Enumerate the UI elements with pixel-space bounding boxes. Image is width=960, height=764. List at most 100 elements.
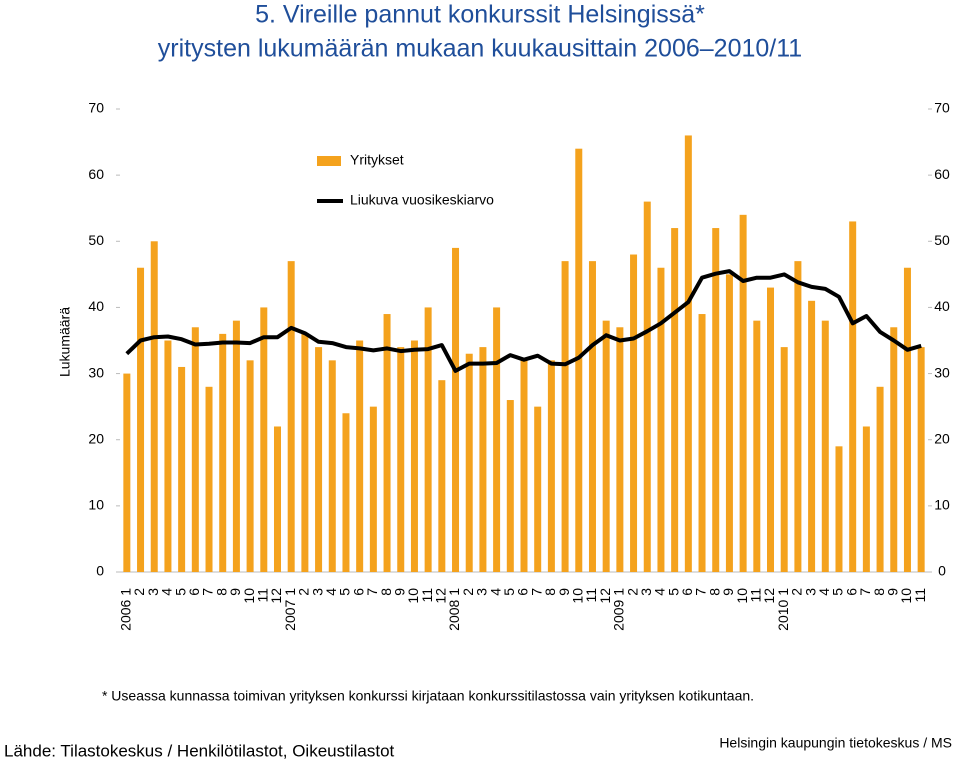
x-tick-label: 5 bbox=[665, 588, 681, 596]
bar bbox=[780, 347, 788, 572]
bar bbox=[369, 406, 377, 572]
bar bbox=[452, 247, 460, 572]
x-tick-label: 2 bbox=[624, 588, 640, 596]
bar bbox=[849, 221, 857, 572]
footnote: * Useassa kunnassa toimivan yrityksen ko… bbox=[102, 688, 754, 704]
bar bbox=[287, 261, 295, 572]
bar bbox=[506, 400, 514, 572]
x-tick-label: 6 bbox=[515, 588, 531, 596]
y2-tick-label: 10 bbox=[934, 497, 950, 513]
bar bbox=[123, 373, 131, 572]
legend-swatch bbox=[317, 156, 341, 166]
bar bbox=[356, 340, 364, 572]
bar bbox=[602, 320, 610, 572]
bar bbox=[383, 314, 391, 572]
x-tick-label: 2010 1 bbox=[775, 588, 791, 631]
bar bbox=[616, 327, 624, 572]
bar bbox=[534, 406, 542, 572]
bar bbox=[876, 386, 884, 572]
x-tick-label: 3 bbox=[474, 588, 490, 596]
x-tick-label: 10 bbox=[569, 588, 585, 604]
x-tick-label: 3 bbox=[638, 588, 654, 596]
bar bbox=[821, 320, 829, 572]
bar bbox=[643, 201, 651, 572]
x-tick-label: 4 bbox=[159, 588, 175, 596]
x-tick-label: 8 bbox=[706, 588, 722, 596]
x-tick-label: 9 bbox=[556, 588, 572, 596]
x-tick-label: 11 bbox=[419, 588, 435, 603]
bar bbox=[465, 353, 473, 572]
x-tick-label: 9 bbox=[227, 588, 243, 596]
x-tick-label: 6 bbox=[350, 588, 366, 596]
x-tick-label: 12 bbox=[761, 588, 777, 604]
bar bbox=[520, 360, 528, 572]
bar bbox=[164, 340, 172, 572]
bar bbox=[794, 261, 802, 572]
bar bbox=[273, 426, 281, 572]
bar bbox=[739, 214, 747, 573]
source: Lähde: Tilastokeskus / Henkilötilastot, … bbox=[4, 741, 395, 760]
chart-title: 5. Vireille pannut konkurssit Helsingiss… bbox=[255, 1, 705, 29]
bar bbox=[137, 267, 145, 572]
x-tick-label: 2009 1 bbox=[611, 588, 627, 631]
bar bbox=[479, 347, 487, 572]
x-tick-label: 2 bbox=[131, 588, 147, 596]
bar bbox=[315, 347, 323, 572]
bar bbox=[178, 366, 186, 572]
y2-tick-label: 40 bbox=[934, 298, 950, 314]
x-tick-label: 3 bbox=[309, 588, 325, 596]
y2-tick-label: 70 bbox=[934, 100, 950, 116]
bar bbox=[424, 307, 432, 572]
bar bbox=[903, 267, 911, 572]
bar bbox=[917, 347, 925, 572]
y-tick-label: 50 bbox=[88, 232, 104, 248]
x-tick-label: 10 bbox=[898, 588, 914, 604]
bar bbox=[219, 333, 227, 572]
bar bbox=[342, 413, 350, 572]
x-tick-label: 6 bbox=[186, 588, 202, 596]
x-tick-label: 3 bbox=[145, 588, 161, 596]
y2-tick-label: 20 bbox=[934, 430, 950, 446]
y-tick-label: 70 bbox=[88, 100, 104, 116]
bar bbox=[712, 228, 720, 573]
bar bbox=[588, 261, 596, 572]
x-tick-label: 2 bbox=[460, 588, 476, 596]
bar bbox=[260, 307, 268, 572]
x-tick-label: 10 bbox=[405, 588, 421, 604]
x-tick-label: 4 bbox=[323, 588, 339, 596]
chart-subtitle: yritysten lukumäärän mukaan kuukausittai… bbox=[158, 35, 802, 63]
bar bbox=[232, 320, 240, 572]
x-tick-label: 4 bbox=[816, 588, 832, 596]
credit: Helsingin kaupungin tietokeskus / MS bbox=[719, 735, 952, 751]
x-tick-label: 11 bbox=[912, 588, 928, 603]
x-tick-label: 8 bbox=[542, 588, 558, 596]
x-tick-label: 12 bbox=[433, 588, 449, 604]
bar bbox=[725, 274, 733, 572]
x-tick-label: 4 bbox=[487, 588, 503, 596]
bar bbox=[410, 340, 418, 572]
y-tick-label: 40 bbox=[88, 298, 104, 314]
bar bbox=[328, 360, 336, 572]
bar bbox=[438, 380, 446, 572]
x-tick-label: 2008 1 bbox=[446, 588, 462, 631]
x-tick-label: 7 bbox=[857, 588, 873, 596]
bar bbox=[862, 426, 870, 572]
bar bbox=[684, 135, 692, 572]
y2-tick-label: 50 bbox=[934, 232, 950, 248]
x-tick-label: 4 bbox=[652, 588, 668, 596]
x-tick-label: 5 bbox=[172, 588, 188, 596]
x-tick-label: 5 bbox=[830, 588, 846, 596]
x-tick-label: 2007 1 bbox=[282, 588, 298, 631]
x-tick-label: 2 bbox=[789, 588, 805, 596]
x-tick-label: 8 bbox=[871, 588, 887, 596]
x-tick-label: 10 bbox=[734, 588, 750, 604]
bar bbox=[150, 241, 158, 573]
x-tick-label: 7 bbox=[364, 588, 380, 596]
x-tick-label: 12 bbox=[597, 588, 613, 604]
y-tick-label: 20 bbox=[88, 430, 104, 446]
y-tick-label: 10 bbox=[88, 497, 104, 513]
bar bbox=[397, 347, 405, 572]
bar bbox=[698, 314, 706, 572]
x-tick-label: 2006 1 bbox=[118, 588, 134, 631]
